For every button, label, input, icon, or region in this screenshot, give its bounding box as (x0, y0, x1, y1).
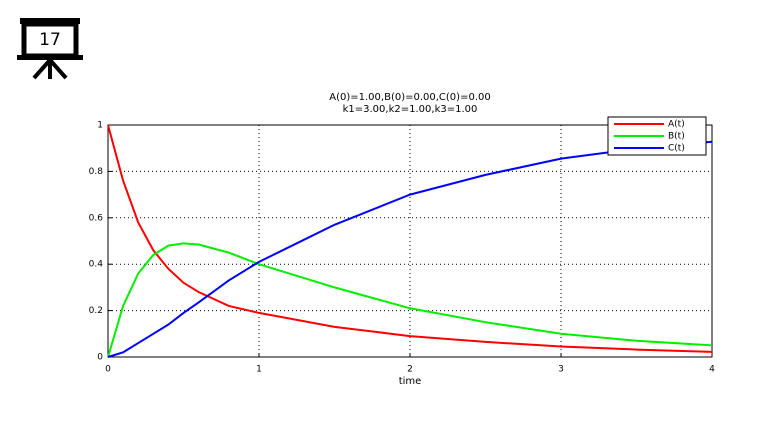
legend-label: C(t) (668, 144, 685, 154)
x-axis-label: time (399, 376, 422, 387)
slide-icon: 17 (17, 18, 83, 80)
y-tick-label: 0 (97, 353, 103, 363)
series-line (107, 140, 713, 358)
slide-number: 17 (39, 30, 61, 50)
chart-subtitle: k1=3.00,k2=1.00,k3=1.00 (343, 104, 478, 115)
icon-base (17, 55, 83, 60)
series-line (107, 242, 713, 358)
chart-title: A(0)=1.00,B(0)=0.00,C(0)=0.00 (329, 92, 490, 103)
series-line (107, 124, 713, 353)
icon-leg (32, 58, 52, 80)
icon-bar (20, 18, 80, 24)
plot-frame (107, 124, 713, 358)
icon-leg (48, 58, 68, 80)
legend-label: B(t) (668, 132, 685, 142)
x-tick-label: 2 (407, 365, 413, 375)
x-tick-label: 1 (256, 365, 262, 375)
y-tick-label: 0.4 (89, 260, 104, 270)
legend-label: A(t) (668, 120, 685, 130)
x-tick-label: 0 (105, 365, 111, 375)
x-tick-label: 3 (558, 365, 564, 375)
y-tick-label: 0.6 (89, 213, 104, 223)
y-tick-label: 0.2 (89, 306, 103, 316)
x-tick-label: 4 (709, 365, 715, 375)
y-tick-label: 0.8 (89, 167, 104, 177)
y-tick-label: 1 (97, 121, 103, 131)
